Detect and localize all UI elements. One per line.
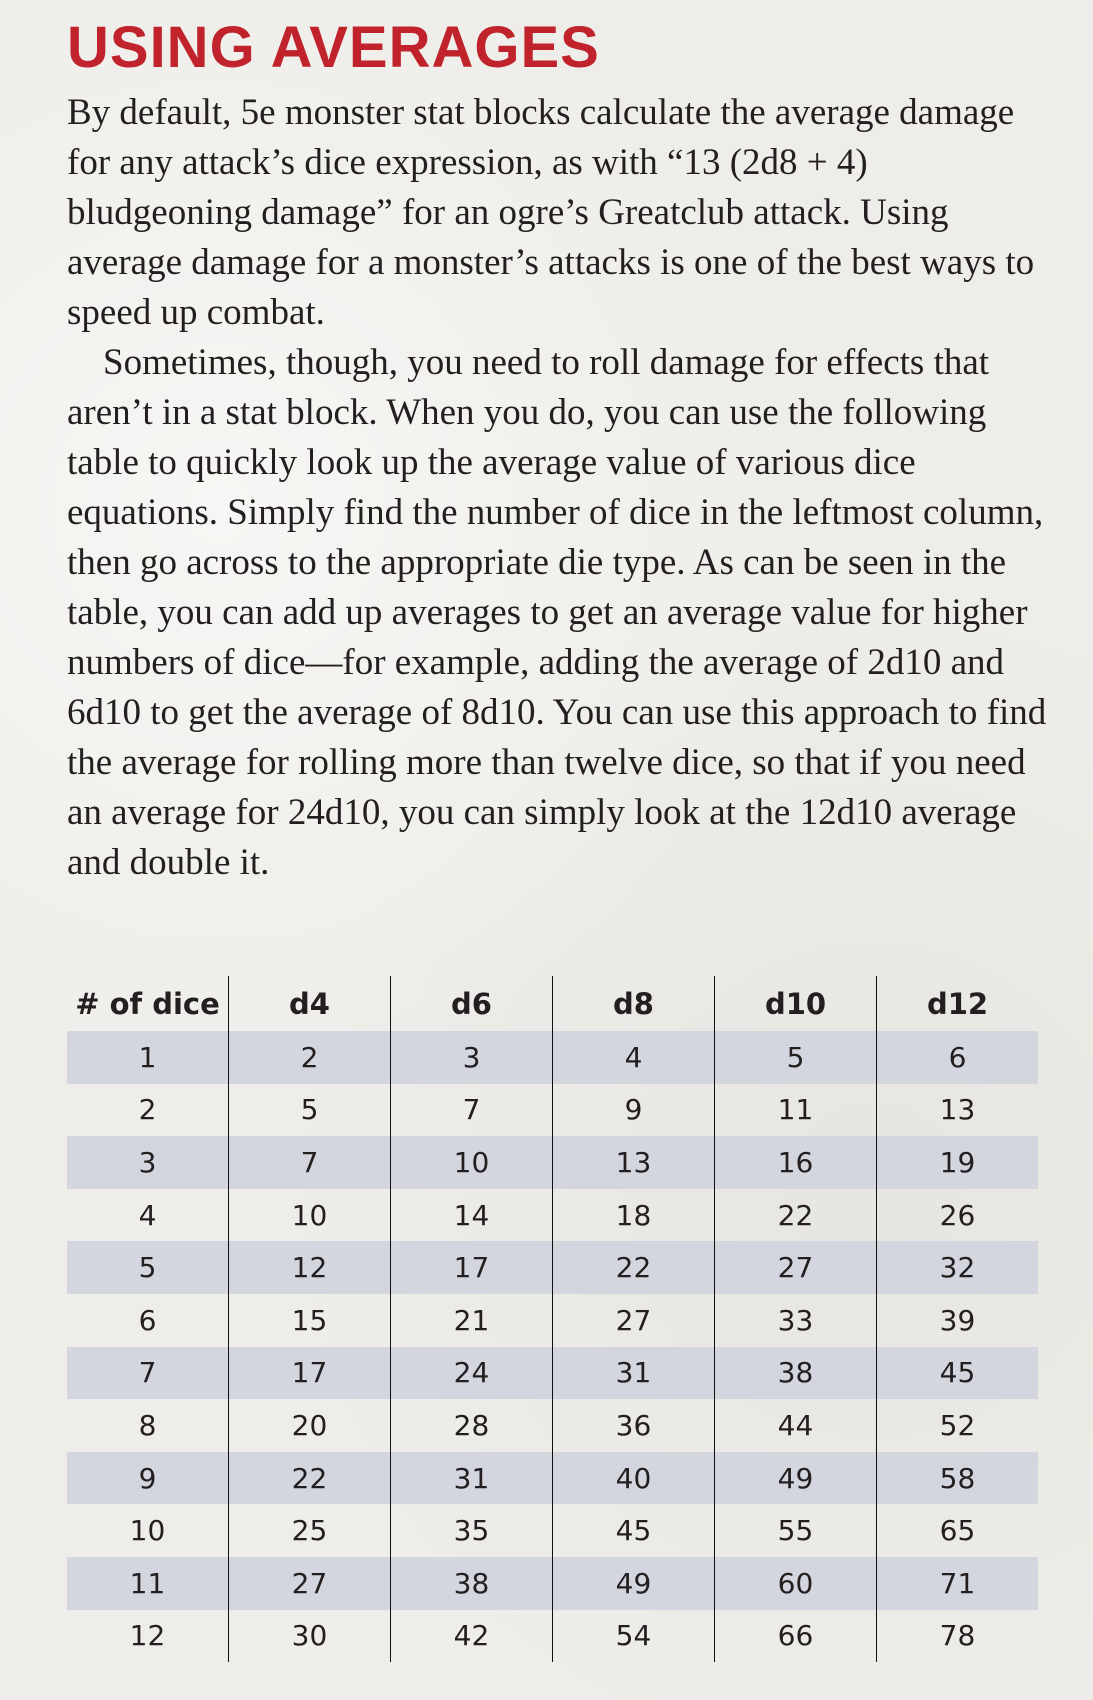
- table-cell: 28: [390, 1399, 553, 1452]
- table-row: 6 15 21 27 33 39: [67, 1293, 1038, 1347]
- table-row: 7 17 24 31 38 45: [67, 1346, 1038, 1400]
- table-header-row: # of dice d4 d6 d8 d10 d12: [67, 976, 1038, 1031]
- table-cell: 5: [228, 1083, 391, 1137]
- table-cell: 78: [876, 1609, 1038, 1663]
- table-cell: 9: [552, 1083, 715, 1137]
- table-cell: 19: [876, 1136, 1038, 1189]
- table-cell: 27: [228, 1556, 391, 1610]
- table-cell: 66: [714, 1609, 877, 1663]
- paragraph-2: Sometimes, though, you need to roll dama…: [67, 342, 1047, 883]
- table-row: 2 5 7 9 11 13: [67, 1083, 1038, 1137]
- table-cell: 65: [876, 1504, 1038, 1557]
- table-cell: 49: [552, 1556, 715, 1610]
- table-cell: 18: [552, 1188, 715, 1242]
- table-cell: 10: [390, 1136, 553, 1189]
- table-cell: 17: [390, 1241, 553, 1294]
- table-cell: 27: [714, 1241, 877, 1294]
- table-cell: 45: [552, 1504, 715, 1557]
- table-cell: 4: [138, 1198, 157, 1232]
- table-cell: 12: [228, 1241, 391, 1294]
- table-cell: 8: [138, 1408, 157, 1442]
- table-row: 5 12 17 22 27 32: [67, 1241, 1038, 1294]
- column-header: d4: [228, 976, 391, 1031]
- table-row: 9 22 31 40 49 58: [67, 1451, 1038, 1505]
- table-row: 3 7 10 13 16 19: [67, 1136, 1038, 1189]
- dice-averages-table: # of dice d4 d6 d8 d10 d12 1 2 3 4 5 6 2 5 7 9 11 13 3 7 10…: [67, 976, 1038, 1663]
- table-row: 12 30 42 54 66 78: [67, 1609, 1038, 1663]
- table-cell: 3: [390, 1031, 553, 1084]
- table-cell: 55: [714, 1504, 877, 1557]
- table-cell: 7: [228, 1136, 391, 1189]
- table-cell: 12: [129, 1619, 166, 1653]
- table-cell: 39: [876, 1293, 1038, 1347]
- table-row: 4 10 14 18 22 26: [67, 1188, 1038, 1242]
- table-cell: 31: [390, 1451, 553, 1505]
- table-cell: 11: [714, 1083, 877, 1137]
- table-cell: 44: [714, 1399, 877, 1452]
- table-cell: 49: [714, 1451, 877, 1505]
- table-cell: 14: [390, 1188, 553, 1242]
- table-cell: 42: [390, 1609, 553, 1663]
- table-cell: 22: [228, 1451, 391, 1505]
- table-cell: 16: [714, 1136, 877, 1189]
- paragraph-1: By default, 5e monster stat blocks calcu…: [67, 92, 1035, 333]
- section-title: USING AVERAGES: [67, 15, 600, 80]
- column-header: d8: [552, 976, 715, 1031]
- table-cell: 38: [390, 1556, 553, 1610]
- table-cell: 40: [552, 1451, 715, 1505]
- table-cell: 10: [228, 1188, 391, 1242]
- table-cell: 9: [67, 1451, 229, 1505]
- table-cell: 3: [67, 1136, 229, 1189]
- table-cell: 5: [714, 1031, 877, 1084]
- table-cell: 7: [390, 1083, 553, 1137]
- table-cell: 71: [876, 1556, 1038, 1610]
- table-cell: 6: [876, 1031, 1038, 1084]
- table-cell: 52: [876, 1399, 1038, 1452]
- column-header: d12: [876, 976, 1038, 1031]
- column-header: d6: [390, 976, 553, 1031]
- table-cell: 36: [552, 1399, 715, 1452]
- table-cell: 35: [390, 1504, 553, 1557]
- table-cell: 7: [67, 1346, 229, 1400]
- body-text: By default, 5e monster stat blocks calcu…: [67, 88, 1047, 888]
- table-cell: 24: [390, 1346, 553, 1400]
- table-cell: 30: [228, 1609, 391, 1663]
- table-cell: 45: [876, 1346, 1038, 1400]
- table-cell: 38: [714, 1346, 877, 1400]
- table-cell: 33: [714, 1293, 877, 1347]
- table-cell: 31: [552, 1346, 715, 1400]
- table-cell: 25: [228, 1504, 391, 1557]
- table-cell: 6: [138, 1303, 157, 1337]
- table-cell: 21: [390, 1293, 553, 1347]
- table-row: 10 25 35 45 55 65: [67, 1504, 1038, 1557]
- table-row: 11 27 38 49 60 71: [67, 1556, 1038, 1610]
- table-cell: 22: [714, 1188, 877, 1242]
- table-cell: 2: [138, 1093, 157, 1127]
- table-cell: 1: [67, 1031, 229, 1084]
- table-cell: 32: [876, 1241, 1038, 1294]
- table-cell: 5: [67, 1241, 229, 1294]
- table-cell: 11: [67, 1556, 229, 1610]
- table-cell: 15: [228, 1293, 391, 1347]
- table-cell: 13: [876, 1083, 1038, 1137]
- column-header: d10: [714, 976, 877, 1031]
- table-cell: 13: [552, 1136, 715, 1189]
- table-cell: 20: [228, 1399, 391, 1452]
- table-cell: 54: [552, 1609, 715, 1663]
- table-cell: 26: [876, 1188, 1038, 1242]
- table-cell: 58: [876, 1451, 1038, 1505]
- column-header: # of dice: [75, 986, 220, 1021]
- table-cell: 4: [552, 1031, 715, 1084]
- table-cell: 27: [552, 1293, 715, 1347]
- table-cell: 60: [714, 1556, 877, 1610]
- table-cell: 17: [228, 1346, 391, 1400]
- table-cell: 2: [228, 1031, 391, 1084]
- table-cell: 10: [129, 1514, 166, 1548]
- table-cell: 22: [552, 1241, 715, 1294]
- table-row: 8 20 28 36 44 52: [67, 1399, 1038, 1452]
